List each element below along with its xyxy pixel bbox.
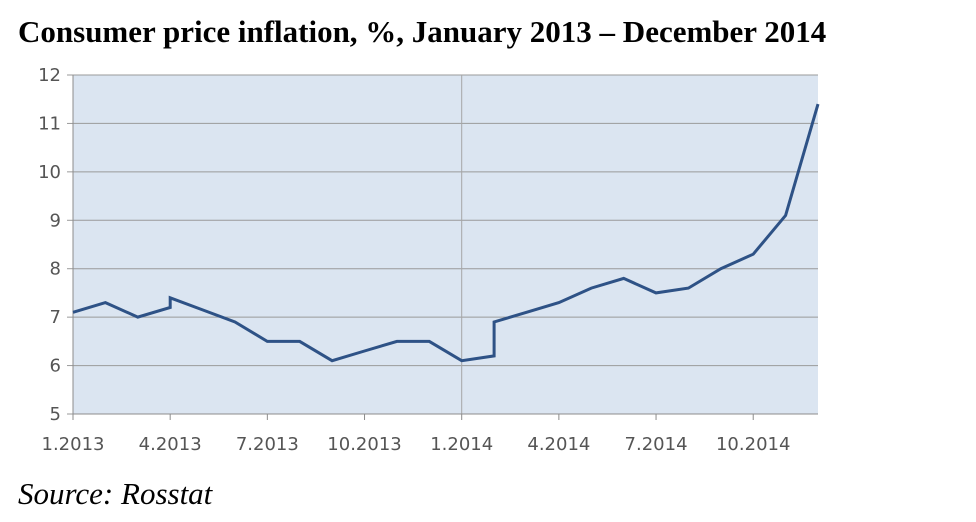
x-tick-label: 4.2013	[139, 434, 202, 455]
x-tick-label: 1.2013	[42, 434, 105, 455]
x-tick-label: 4.2014	[527, 434, 590, 455]
y-tick-label: 9	[50, 210, 61, 231]
source-note: Source: Rosstat	[18, 476, 213, 511]
x-tick-label: 1.2014	[430, 434, 493, 455]
y-tick-label: 5	[50, 404, 61, 425]
y-tick-label: 12	[38, 65, 61, 86]
x-tick-label: 10.2013	[327, 434, 401, 455]
x-tick-label: 7.2014	[625, 434, 688, 455]
chart-title: Consumer price inflation, %, January 201…	[18, 14, 827, 49]
x-tick-label: 10.2014	[716, 434, 790, 455]
y-tick-label: 6	[50, 356, 61, 377]
plot-area	[73, 75, 818, 414]
y-tick-label: 7	[50, 307, 61, 328]
inflation-line-chart: 5 6 7 8 9 10 11 12 1.2013 4.2013 7.2013 10.2013 1.20…	[38, 65, 820, 455]
y-tick-label: 11	[38, 113, 61, 134]
y-tick-label: 8	[50, 259, 61, 280]
y-tick-label: 10	[38, 162, 61, 183]
series-line	[72, 103, 820, 363]
x-tick-label: 7.2013	[236, 434, 299, 455]
